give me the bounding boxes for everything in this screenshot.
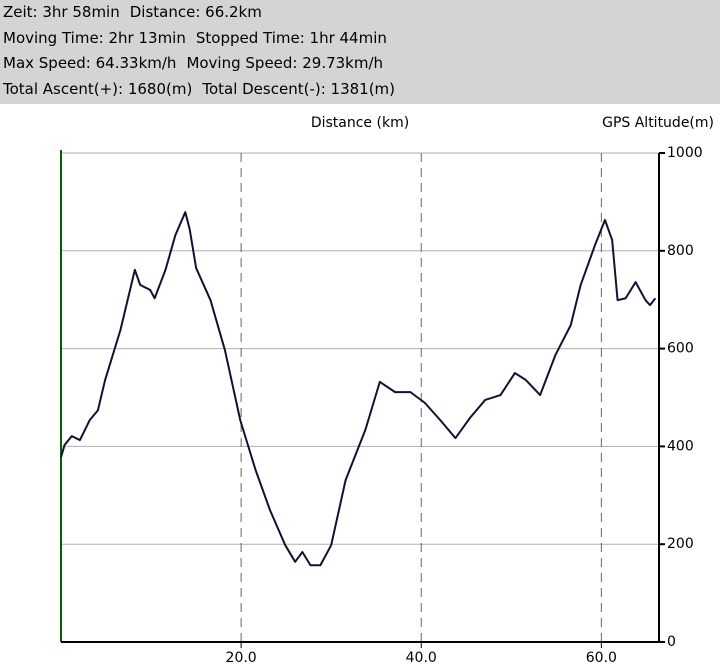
y-tick-label: 200 [667,536,694,552]
stats-line: Total Ascent(+): 1680(m) Total Descent(-)… [3,80,405,98]
stat: Moving Speed: 29.73km/h [186,54,384,72]
stats-header: Zeit: 3hr 58min Distance: 66.2km Moving Ti… [0,0,720,104]
x-axis-title: Distance (km) [311,115,409,131]
x-tick-label: 60.0 [586,650,617,666]
stats-line: Moving Time: 2hr 13min Stopped Time: 1hr … [3,29,397,47]
y-axis-title: GPS Altitude(m) [602,115,714,131]
y-tick-label: 800 [667,243,694,259]
stat: Max Speed: 64.33km/h [3,54,177,72]
x-tick-label: 40.0 [406,650,437,666]
stats-line: Max Speed: 64.33km/h Moving Speed: 29.73k… [3,54,393,72]
stats-line: Zeit: 3hr 58min Distance: 66.2km [3,3,272,21]
stat: Stopped Time: 1hr 44min [195,28,387,47]
y-tick-label: 400 [667,438,694,454]
stat: Total Ascent(+): 1680(m) [3,79,193,98]
stat: Total Descent(-): 1381(m) [202,79,396,98]
x-tick-label: 20.0 [226,650,257,666]
stat: Zeit: 3hr 58min [3,3,120,21]
stat: Moving Time: 2hr 13min [3,28,186,47]
altitude-line [60,211,657,567]
y-tick-label: 1000 [667,145,703,161]
stat: Distance: 66.2km [129,3,262,21]
y-tick-label: 0 [667,634,676,650]
y-tick-label: 600 [667,341,694,357]
